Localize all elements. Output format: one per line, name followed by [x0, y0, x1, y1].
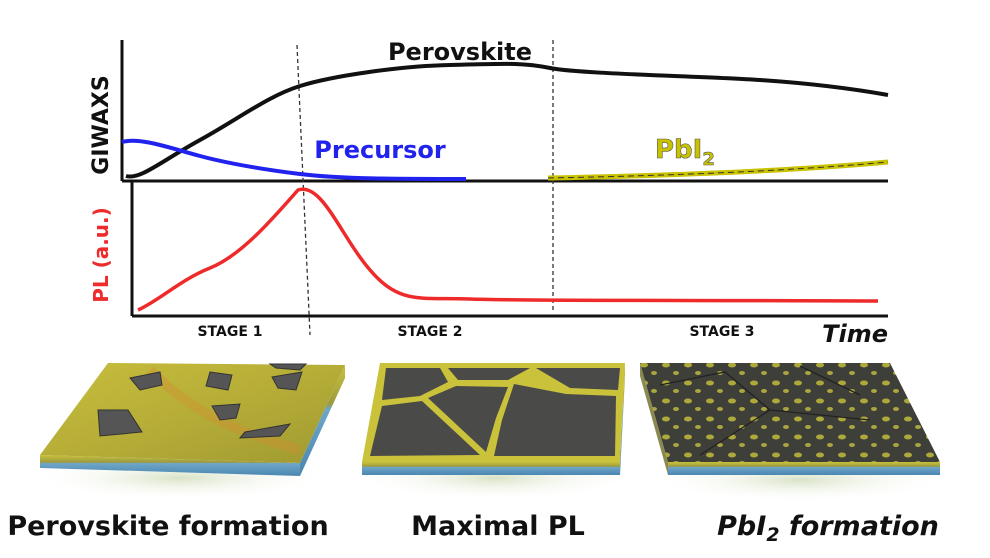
crystallites: [97, 363, 308, 439]
pbi2-text: PbI: [655, 135, 702, 165]
film-side: [362, 462, 620, 475]
caption: Perovskite formation: [7, 511, 328, 542]
film-side: [640, 363, 668, 475]
perovskite-curve: [125, 61, 889, 179]
film-2: [355, 363, 635, 500]
stage-dividers: [296, 40, 554, 336]
time-label: Time: [822, 320, 888, 348]
film-side: [620, 363, 625, 475]
grain: [370, 401, 480, 456]
grain: [536, 368, 620, 390]
perovskite-label: Perovskite: [388, 38, 532, 66]
film-side: [300, 365, 345, 476]
stage-label: STAGE 3: [689, 324, 754, 340]
boundary: [699, 409, 771, 456]
pl-label: PL (a.u.): [89, 207, 113, 303]
crystal: [211, 403, 241, 421]
grain: [448, 368, 530, 380]
film-top: [40, 363, 345, 463]
pbi2-curve-texture: [547, 161, 889, 179]
crystal: [97, 409, 143, 437]
stage-label: STAGE 2: [397, 324, 462, 340]
boundary: [799, 365, 861, 396]
pbi2-label: PbI2: [655, 135, 715, 170]
film-1: [30, 363, 345, 500]
grain: [428, 386, 508, 452]
precursor-curve: [121, 138, 467, 181]
film-3: [640, 363, 950, 502]
axes: [120, 40, 888, 318]
film-side: [40, 455, 300, 476]
caption-subscript: 2: [766, 524, 779, 546]
caption: PbI2 formation: [717, 511, 939, 546]
divider: [296, 44, 311, 336]
boundary: [659, 371, 871, 421]
grains: [370, 368, 620, 456]
pbi2-curve: [547, 159, 889, 181]
pbi2-subscript: 2: [702, 149, 715, 170]
crystal: [205, 371, 233, 391]
caption-part: PbI: [717, 511, 766, 542]
grain: [382, 368, 448, 400]
texture: [146, 366, 302, 455]
giwaxs-label: GIWAXS: [89, 75, 114, 174]
crystal: [271, 371, 303, 391]
crystal: [238, 423, 292, 439]
film-side: [668, 462, 940, 475]
caption-part: formation: [780, 511, 939, 542]
stage-label: STAGE 1: [197, 324, 262, 340]
caption: Maximal PL: [411, 511, 585, 542]
grain: [494, 384, 616, 456]
crystal: [129, 371, 163, 391]
grain-boundaries: [659, 365, 871, 456]
crystal: [268, 363, 308, 371]
pl-curve: [137, 187, 879, 312]
precursor-label: Precursor: [314, 136, 446, 164]
